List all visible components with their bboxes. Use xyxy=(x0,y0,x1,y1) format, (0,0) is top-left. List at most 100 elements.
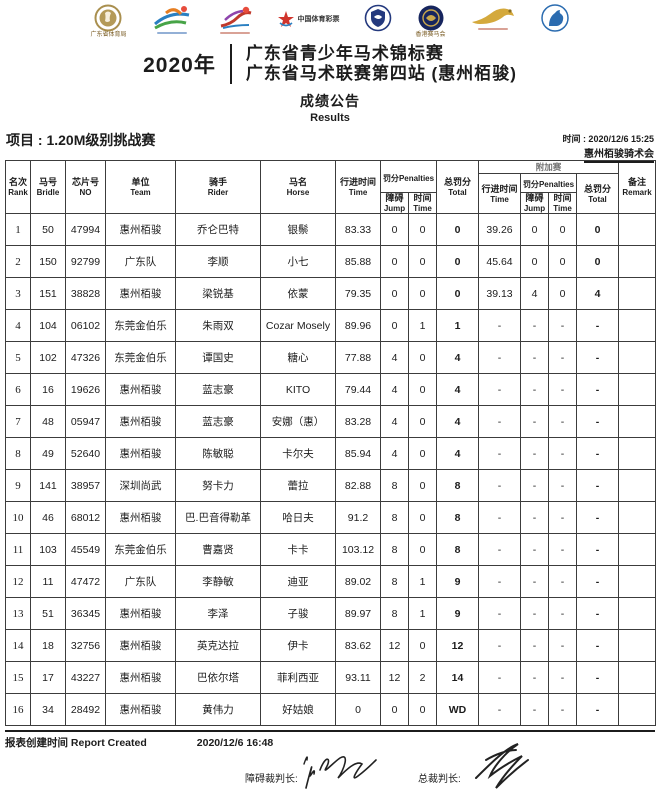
cell-jo-time: - xyxy=(478,597,522,630)
cell-chip: 19626 xyxy=(65,373,106,406)
cell-timepen: 0 xyxy=(407,533,438,566)
cell-rank: 8 xyxy=(5,437,31,470)
cell-jo-total: - xyxy=(576,661,620,694)
cell-jo-jump: - xyxy=(520,405,550,438)
col-header-total: 总罚分 Total xyxy=(436,160,480,214)
cell-team: 惠州栢骏 xyxy=(105,373,176,406)
golden-horse-logo xyxy=(470,4,516,30)
chief-judge-signature xyxy=(475,743,529,789)
cell-rider: 谭国史 xyxy=(175,341,261,374)
cell-horse: 卡尔夫 xyxy=(260,437,336,470)
cell-timepen: 0 xyxy=(407,373,438,406)
cell-timepen: 2 xyxy=(407,661,438,694)
cell-total: 4 xyxy=(436,405,480,438)
cell-team: 惠州栢骏 xyxy=(105,405,176,438)
cell-time: 79.44 xyxy=(335,373,381,406)
cell-jo-jump: - xyxy=(520,629,550,662)
cell-time: 85.94 xyxy=(335,437,381,470)
year-label: 2020年 xyxy=(143,54,216,77)
cell-horse: 糖心 xyxy=(260,341,336,374)
cell-jo-total: 4 xyxy=(576,277,620,310)
col-header-timepen: 时间 Time xyxy=(407,192,438,214)
title-line2: 广东省马术联赛第四站 (惠州栢骏) xyxy=(245,64,517,83)
cell-jump: 8 xyxy=(380,469,409,502)
cell-rider: 蓝志豪 xyxy=(175,373,261,406)
cell-timepen: 1 xyxy=(407,597,438,630)
cell-rank: 10 xyxy=(5,501,31,534)
cell-chip: 36345 xyxy=(65,597,106,630)
col-header-team: 单位 Team xyxy=(105,160,176,214)
cell-jo-total: 0 xyxy=(576,245,620,278)
cell-jump: 8 xyxy=(380,597,409,630)
cell-total: 14 xyxy=(436,661,480,694)
cell-remark xyxy=(618,405,657,438)
blue-horse-head-logo xyxy=(540,4,570,32)
cell-total: 12 xyxy=(436,629,480,662)
cell-total: 8 xyxy=(436,501,480,534)
cell-jo-total: - xyxy=(576,565,620,598)
cell-chip: 52640 xyxy=(65,437,106,470)
cell-horse: 银鬃 xyxy=(260,213,336,246)
cell-jo-timepen: - xyxy=(548,437,578,470)
cell-jo-timepen: - xyxy=(548,629,578,662)
cell-timepen: 1 xyxy=(407,309,438,342)
cell-remark xyxy=(618,373,657,406)
cell-jo-timepen: 0 xyxy=(548,277,578,310)
table-row: 5 102 47326 东莞金伯乐 谭国史 糖心 77.88 4 0 4- - - - xyxy=(5,341,657,374)
col-header-horse: 马名 Horse xyxy=(260,160,336,214)
table-row: 14 18 32756 惠州栢骏 英克达拉 伊卡 83.62 12 0 12- - - - xyxy=(5,629,657,662)
cell-jo-time: - xyxy=(478,533,522,566)
cell-jo-timepen: 0 xyxy=(548,245,578,278)
cell-timepen: 0 xyxy=(407,501,438,534)
cell-total: 8 xyxy=(436,469,480,502)
cell-jump: 8 xyxy=(380,565,409,598)
cell-remark xyxy=(618,469,657,502)
cell-rider: 努卡力 xyxy=(175,469,261,502)
cell-rider: 黄伟力 xyxy=(175,693,261,726)
cell-bridle: 150 xyxy=(30,245,66,278)
hongkong-jockey-club-logo: 香港赛马会 xyxy=(416,4,446,39)
cell-jump: 0 xyxy=(380,309,409,342)
event-titles: 广东省青少年马术锦标赛 广东省马术联赛第四站 (惠州栢骏) xyxy=(246,44,517,84)
cell-jump: 0 xyxy=(380,693,409,726)
cell-jump: 12 xyxy=(380,661,409,694)
cell-total: 0 xyxy=(436,213,480,246)
cell-team: 惠州栢骏 xyxy=(105,501,176,534)
cell-jo-total: - xyxy=(576,309,620,342)
cell-timepen: 0 xyxy=(407,629,438,662)
cell-remark xyxy=(618,277,657,310)
col-header-remark: 备注 Remark xyxy=(618,160,657,214)
cell-jo-timepen: - xyxy=(548,533,578,566)
cell-total: 0 xyxy=(436,245,480,278)
col-header-jo-total: 总罚分 Total xyxy=(576,173,620,214)
cell-bridle: 11 xyxy=(30,565,66,598)
col-header-rank: 名次 Rank xyxy=(5,160,31,214)
report-footer: 报表创建时间 Report Created 2020/12/6 16:48 xyxy=(5,730,655,750)
cell-horse: 小七 xyxy=(260,245,336,278)
cell-team: 东莞金伯乐 xyxy=(105,341,176,374)
cell-bridle: 151 xyxy=(30,277,66,310)
cell-rank: 9 xyxy=(5,469,31,502)
cell-team: 广东队 xyxy=(105,245,176,278)
cell-remark xyxy=(618,245,657,278)
cell-time: 82.88 xyxy=(335,469,381,502)
table-row: 10 46 68012 惠州栢骏 巴.巴音得勒革 哈日夫 91.2 8 0 8- - - - xyxy=(5,501,657,534)
youth-championship-logo-fineprint xyxy=(156,32,187,34)
cell-chip: 32756 xyxy=(65,629,106,662)
cell-bridle: 16 xyxy=(30,373,66,406)
guangdong-sports-bureau-logo-caption: 广东省体育局 xyxy=(90,32,127,38)
col-header-penalties: 罚分Penalties xyxy=(379,160,438,193)
cell-chip: 45549 xyxy=(65,533,106,566)
title-block: 2020年 广东省青少年马术锦标赛 广东省马术联赛第四站 (惠州栢骏) xyxy=(0,44,660,84)
cell-rank: 15 xyxy=(5,661,31,694)
table-row: 4 104 06102 东莞金伯乐 朱雨双 Cozar Mosely 89.96 0 1 1- - -… xyxy=(5,309,657,342)
cell-jo-time: - xyxy=(478,309,522,342)
cell-timepen: 1 xyxy=(407,565,438,598)
cell-horse: 迪亚 xyxy=(260,565,336,598)
cell-timepen: 0 xyxy=(407,341,438,374)
cell-jo-time: - xyxy=(478,469,522,502)
cell-time: 85.88 xyxy=(335,245,381,278)
cell-jump: 0 xyxy=(380,245,409,278)
cell-remark xyxy=(618,437,657,470)
equestrian-association-crest xyxy=(364,4,392,32)
